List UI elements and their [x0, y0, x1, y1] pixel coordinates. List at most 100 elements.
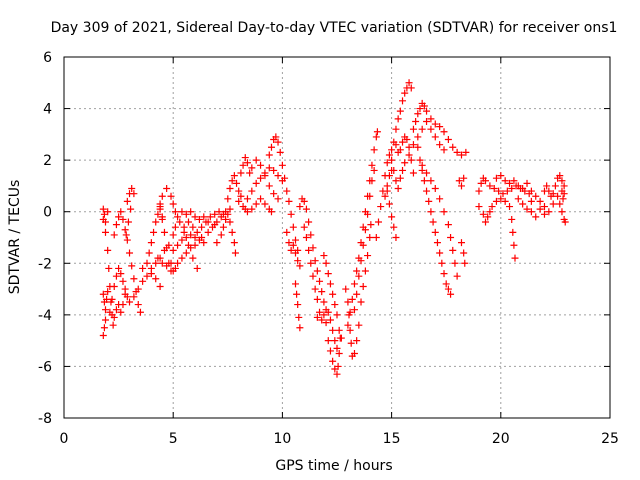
data-point [237, 192, 245, 200]
data-point [366, 234, 374, 241]
data-point [169, 200, 177, 208]
data-point [412, 117, 420, 125]
data-point [401, 89, 409, 97]
data-point [506, 179, 514, 187]
data-point [514, 195, 522, 203]
data-point [556, 172, 564, 180]
data-point [182, 210, 190, 218]
data-point [209, 223, 217, 231]
data-point [484, 213, 492, 221]
data-point [385, 200, 393, 208]
data-point [302, 205, 310, 213]
data-point [326, 347, 334, 355]
data-point [99, 290, 107, 298]
data-point [482, 218, 490, 226]
data-point [309, 244, 317, 252]
data-point [388, 166, 396, 174]
data-point [344, 298, 352, 306]
data-point [462, 148, 470, 156]
data-point [147, 239, 155, 247]
y-tick-label: 6 [43, 50, 52, 66]
data-point [347, 339, 355, 347]
data-point [414, 133, 422, 141]
data-point [163, 185, 171, 193]
data-point [329, 357, 337, 365]
data-point [329, 326, 337, 334]
data-point [556, 200, 564, 208]
data-point [171, 223, 179, 231]
data-point [104, 208, 112, 216]
data-point [283, 187, 291, 195]
data-point [447, 234, 455, 241]
data-point [158, 215, 166, 223]
data-point [414, 110, 422, 118]
data-point [532, 213, 540, 221]
data-point [409, 141, 417, 149]
data-point [224, 195, 232, 203]
data-point [392, 125, 400, 133]
data-point [403, 136, 411, 144]
data-point [235, 197, 243, 205]
data-point [444, 221, 452, 229]
data-point [333, 344, 341, 352]
data-point [486, 208, 494, 216]
data-point [506, 203, 514, 211]
data-point [372, 133, 380, 141]
data-point [509, 228, 517, 236]
data-point [418, 125, 426, 133]
data-point [316, 308, 324, 316]
data-point [180, 223, 188, 231]
data-point [143, 259, 151, 267]
data-point [353, 337, 361, 345]
data-point [335, 326, 343, 334]
data-point [543, 182, 551, 190]
data-point [226, 185, 234, 193]
data-point [187, 208, 195, 216]
data-point [322, 319, 330, 327]
data-point [193, 228, 201, 236]
data-point [510, 241, 518, 249]
data-point [320, 252, 328, 260]
data-point [112, 272, 120, 280]
data-point [359, 241, 367, 249]
data-point [361, 267, 369, 275]
data-point [503, 187, 511, 195]
data-point [272, 133, 280, 141]
data-point [453, 148, 461, 156]
data-point [374, 218, 382, 226]
data-point [492, 174, 500, 182]
data-point [536, 197, 544, 205]
data-point [527, 197, 535, 205]
data-point [318, 288, 326, 296]
data-point [475, 203, 483, 211]
data-point [215, 208, 223, 216]
data-point [394, 185, 402, 193]
data-point [442, 280, 450, 288]
data-point [178, 254, 186, 262]
data-point [549, 190, 557, 198]
data-point [383, 182, 391, 190]
data-point [477, 179, 485, 187]
data-point [423, 187, 431, 195]
data-point [307, 259, 315, 267]
data-point [124, 218, 132, 226]
data-point [409, 169, 417, 177]
data-point [295, 313, 303, 321]
data-point [449, 246, 457, 254]
data-point [495, 187, 503, 195]
data-point [233, 179, 241, 187]
data-point [184, 218, 192, 226]
data-point [296, 203, 304, 211]
data-point [326, 316, 334, 324]
data-point [488, 203, 496, 211]
data-point [436, 123, 444, 131]
data-point [329, 290, 337, 298]
data-point [331, 337, 339, 345]
data-point [267, 208, 275, 216]
data-point [475, 187, 483, 195]
data-point [99, 331, 107, 339]
data-point [274, 172, 282, 180]
data-point [359, 282, 367, 290]
data-point [334, 362, 342, 370]
data-point [324, 308, 332, 316]
